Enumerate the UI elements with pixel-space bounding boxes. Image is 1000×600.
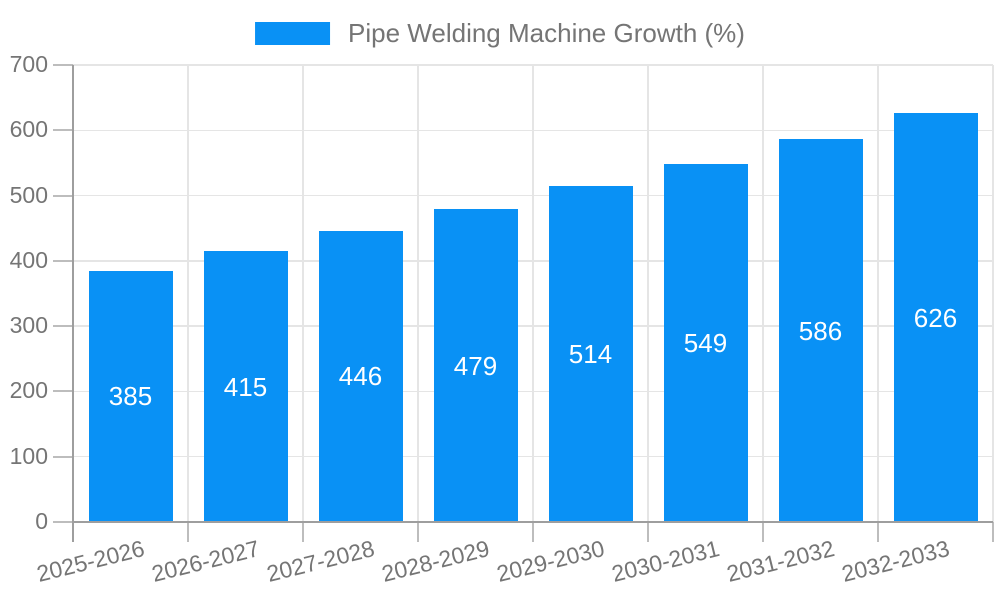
y-tick-mark <box>53 325 73 328</box>
y-tick-label: 500 <box>9 181 48 208</box>
bar-2026-2027 <box>203 251 288 522</box>
y-tick-label: 200 <box>9 377 48 404</box>
x-tick-label: 2029-2030 <box>493 535 607 587</box>
bar-2030-2031 <box>663 163 748 522</box>
bar-value-label: 415 <box>223 371 268 402</box>
bar-2029-2030 <box>548 186 633 522</box>
bar-value-label: 446 <box>338 361 383 392</box>
x-tick-label: 2032-2033 <box>838 535 952 587</box>
x-tick-label: 2030-2031 <box>608 535 722 587</box>
x-gridline <box>647 65 649 522</box>
x-tick-label: 2025-2026 <box>33 535 147 587</box>
x-tick-label: 2027-2028 <box>263 535 377 587</box>
x-gridline <box>187 65 189 522</box>
x-gridline <box>302 65 304 522</box>
y-tick-mark <box>53 64 73 66</box>
y-tick-label: 700 <box>9 51 48 77</box>
y-tick-mark <box>53 194 73 197</box>
bar-2031-2032 <box>778 139 863 522</box>
y-tick-label: 600 <box>9 116 48 143</box>
x-gridline <box>992 65 994 522</box>
x-tick-label: 2031-2032 <box>723 535 837 587</box>
bar-value-label: 385 <box>108 381 153 412</box>
y-tick-mark <box>53 455 73 458</box>
x-tick-mark <box>762 522 764 542</box>
x-tick-mark <box>417 522 419 542</box>
bar-value-label: 549 <box>683 327 728 358</box>
y-tick-label: 300 <box>9 312 48 339</box>
x-tick-label: 2026-2027 <box>148 535 262 587</box>
bar-value-label: 479 <box>453 350 498 381</box>
y-tick-label: 0 <box>35 508 48 534</box>
x-tick-mark <box>877 522 879 542</box>
y-tick-label: 100 <box>9 442 48 469</box>
x-gridline <box>877 65 879 522</box>
bar-value-label: 514 <box>568 339 613 370</box>
x-tick-mark <box>302 522 304 542</box>
x-gridline <box>532 65 534 522</box>
legend-label: Pipe Welding Machine Growth (%) <box>348 18 745 48</box>
bar-2032-2033 <box>893 113 978 522</box>
y-tick-mark <box>53 259 73 262</box>
bar-value-label: 586 <box>798 315 843 346</box>
x-axis-line <box>73 521 993 523</box>
x-tick-label: 2028-2029 <box>378 535 492 587</box>
legend-swatch <box>255 21 331 45</box>
x-gridline <box>417 65 419 522</box>
y-tick-mark <box>53 521 73 523</box>
legend[interactable]: Pipe Welding Machine Growth (%) <box>255 20 745 46</box>
x-tick-mark <box>532 522 534 542</box>
y-tick-mark <box>53 129 73 132</box>
y-tick-mark <box>53 390 73 393</box>
x-tick-mark <box>647 522 649 542</box>
x-tick-mark <box>992 522 994 542</box>
bar-2025-2026 <box>88 270 173 522</box>
bar-2027-2028 <box>318 230 403 522</box>
x-gridline <box>762 65 764 522</box>
x-tick-mark <box>187 522 189 542</box>
bar-2028-2029 <box>433 209 518 522</box>
bar-value-label: 626 <box>913 302 958 333</box>
y-tick-label: 400 <box>9 246 48 273</box>
y-axis-line <box>72 65 74 542</box>
